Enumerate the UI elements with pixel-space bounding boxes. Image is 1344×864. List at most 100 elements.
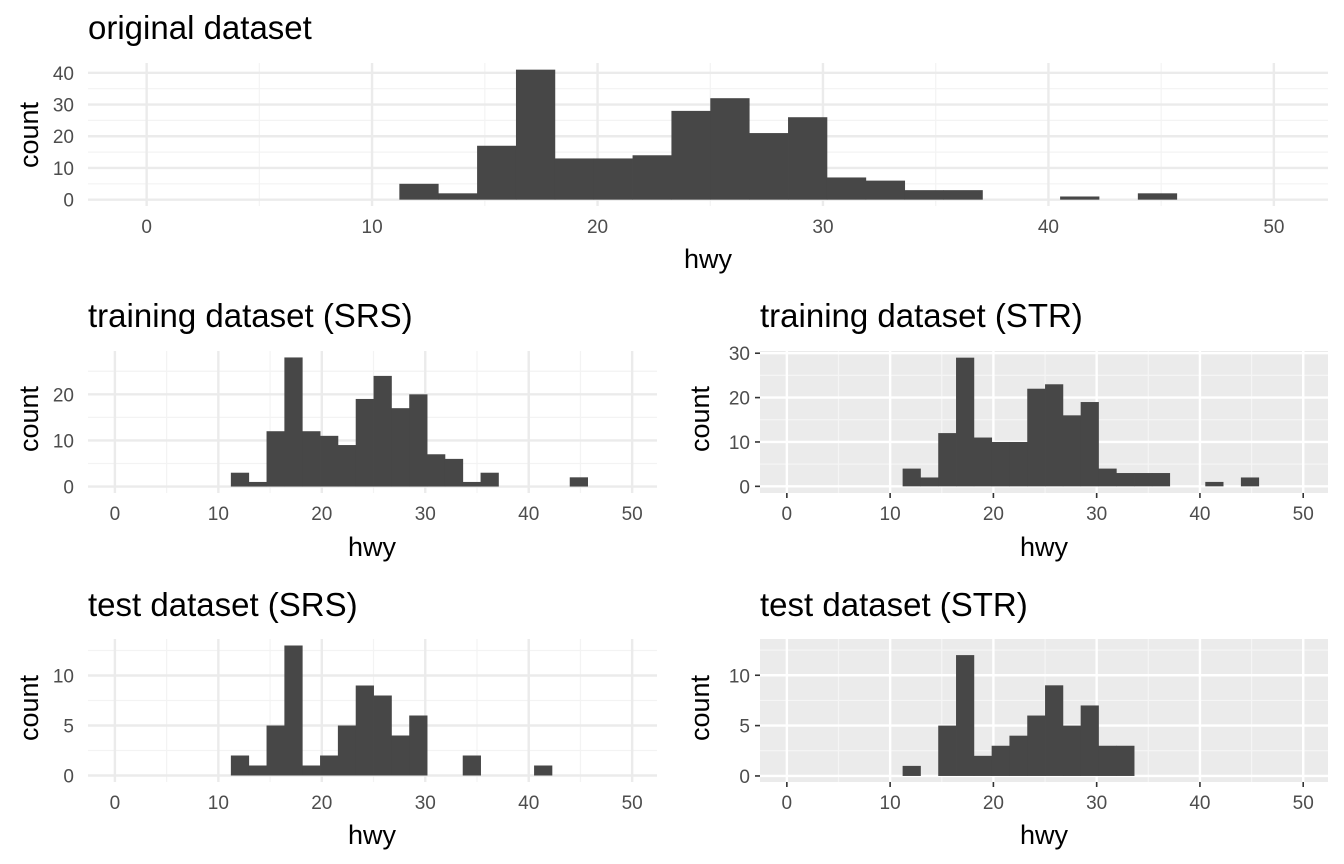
x-tick-label: 10 <box>362 217 383 238</box>
x-tick-label: 20 <box>983 793 1004 814</box>
histogram-bar <box>248 765 267 776</box>
plot-area: 0 10 20 30 40 50 0 10 20 <box>53 351 657 525</box>
histogram-bar <box>302 765 321 776</box>
histogram-bar <box>480 472 499 487</box>
histogram-bar <box>749 133 789 200</box>
histogram-bar <box>409 715 428 776</box>
histogram-bar <box>444 458 464 487</box>
y-axis-title: count <box>685 674 715 741</box>
x-tick-label: 50 <box>1263 217 1284 238</box>
x-tick-label: 0 <box>110 793 121 814</box>
histogram-bar <box>391 735 410 776</box>
histogram-bar <box>991 745 1010 776</box>
histogram-bar <box>284 645 303 776</box>
y-tick-label: 0 <box>739 767 750 788</box>
y-tick-label: 10 <box>729 666 750 687</box>
y-tick-label: 0 <box>63 767 74 788</box>
panel-training-str: training dataset (STR) 0 10 20 30 40 50 0 10 20 3… <box>685 297 1328 562</box>
histogram-bar <box>438 193 478 200</box>
x-axis-title: hwy <box>684 244 733 274</box>
histogram-bar <box>1027 388 1046 487</box>
panel-title: test dataset (STR) <box>760 586 1028 623</box>
x-tick-label: 40 <box>518 793 539 814</box>
histogram-bar <box>1151 473 1171 487</box>
y-tick-label: 20 <box>729 389 750 410</box>
histogram-bar <box>266 431 285 487</box>
histogram-bar <box>320 435 339 487</box>
x-tick-label: 50 <box>1293 504 1314 525</box>
panel-title: test dataset (SRS) <box>88 586 358 623</box>
x-tick-label: 30 <box>812 217 833 238</box>
y-tick-label: 10 <box>53 431 74 452</box>
histogram-bar <box>1116 473 1135 487</box>
y-axis-title: count <box>14 385 44 452</box>
histogram-bar <box>904 190 944 200</box>
x-tick-label: 40 <box>1189 793 1210 814</box>
histogram-bar <box>991 441 1010 487</box>
histogram-bar <box>902 468 921 487</box>
x-tick-label: 20 <box>311 504 332 525</box>
histogram-bar <box>1134 473 1153 487</box>
y-tick-label: 10 <box>53 667 74 688</box>
histogram-bar <box>373 375 392 487</box>
histogram-bar <box>284 357 303 487</box>
y-tick-label: 40 <box>53 64 74 85</box>
x-tick-label: 40 <box>1038 217 1059 238</box>
histogram-bar <box>534 765 553 776</box>
histogram-bar <box>956 357 975 487</box>
histogram-bar <box>1098 745 1117 776</box>
histogram-bar <box>462 481 481 487</box>
x-tick-label: 0 <box>782 504 793 525</box>
x-tick-label: 10 <box>880 504 901 525</box>
histogram-bar <box>1240 477 1260 487</box>
histogram-bar <box>826 177 867 200</box>
histogram-bar <box>1062 415 1082 487</box>
y-axis-title: count <box>14 674 44 741</box>
histogram-bar <box>569 477 588 487</box>
histogram-bar <box>337 725 357 776</box>
x-axis-title: hwy <box>1020 532 1069 562</box>
histogram-bar <box>1062 725 1082 776</box>
histogram-bar <box>788 117 828 200</box>
x-axis-title: hwy <box>348 532 397 562</box>
histogram-bar <box>409 394 428 487</box>
y-tick-label: 20 <box>53 385 74 406</box>
x-tick-label: 40 <box>1189 504 1210 525</box>
histogram-bar <box>938 725 957 776</box>
y-tick-label: 30 <box>53 96 74 117</box>
x-tick-label: 10 <box>208 793 229 814</box>
panel-title: original dataset <box>88 9 312 46</box>
histogram-bar <box>337 445 357 487</box>
panel-test-srs: test dataset (SRS) 0 10 20 30 40 50 0 5 10 hwy c… <box>14 586 657 850</box>
panel-title: training dataset (SRS) <box>88 297 413 334</box>
x-tick-label: 20 <box>587 217 608 238</box>
x-tick-label: 0 <box>782 793 793 814</box>
histogram-bar <box>248 481 267 487</box>
x-tick-label: 30 <box>415 504 436 525</box>
y-tick-label: 10 <box>729 433 750 454</box>
y-tick-label: 20 <box>53 127 74 148</box>
x-tick-label: 30 <box>415 793 436 814</box>
x-tick-label: 10 <box>880 793 901 814</box>
x-tick-label: 0 <box>110 504 121 525</box>
plot-area: 0 10 20 30 40 50 0 10 20 30 <box>729 344 1328 525</box>
histogram-bar <box>1116 745 1135 776</box>
histogram-bar <box>593 158 633 200</box>
histogram-bar <box>266 725 285 776</box>
histogram-bar <box>230 472 250 487</box>
x-tick-label: 20 <box>311 793 332 814</box>
histogram-bar <box>671 110 711 200</box>
panel-original: original dataset 0 10 20 30 40 50 0 10 20 30 40 hw… <box>14 9 1328 274</box>
histogram-bar <box>865 180 906 200</box>
y-tick-label: 0 <box>63 191 74 212</box>
histogram-bar <box>554 158 595 200</box>
histogram-bar <box>920 477 939 487</box>
histogram-bar <box>230 755 250 776</box>
x-tick-label: 10 <box>208 504 229 525</box>
histogram-bar <box>1027 715 1046 776</box>
y-tick-label: 30 <box>729 344 750 365</box>
histogram-bar <box>973 437 993 487</box>
histogram-bar <box>1060 196 1100 200</box>
histogram-bar <box>1137 193 1178 200</box>
